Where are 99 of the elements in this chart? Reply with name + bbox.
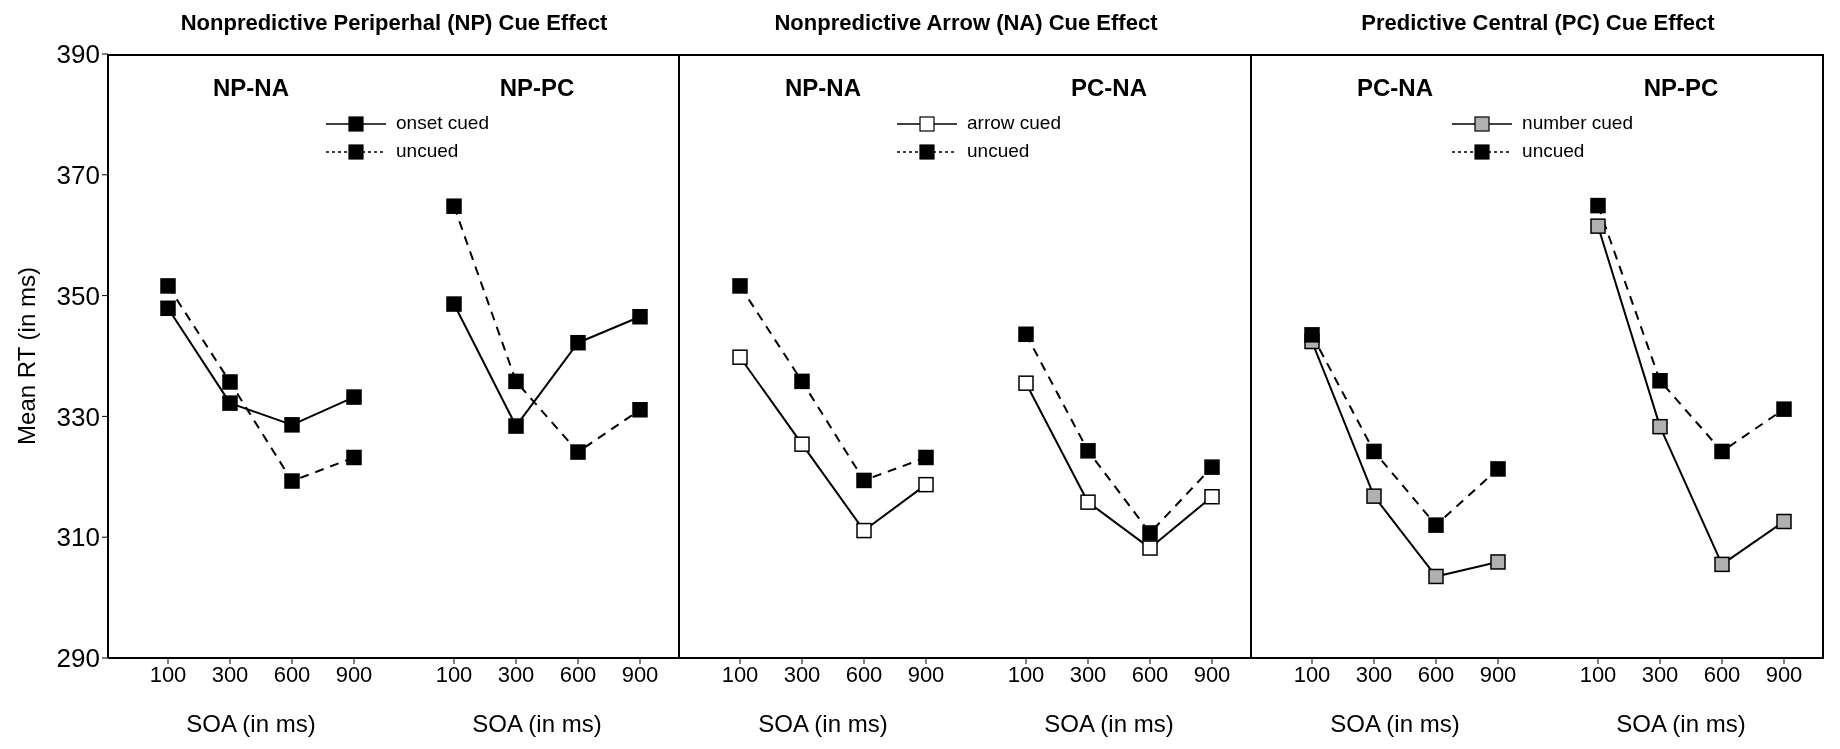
point: [346, 389, 362, 405]
point: [1080, 443, 1096, 459]
x-tick-label: 300: [1641, 661, 1679, 687]
point: [1018, 326, 1034, 343]
point: [222, 374, 238, 390]
x-tick-label: 900: [1193, 661, 1231, 687]
point: [1366, 488, 1382, 504]
point: [1080, 494, 1096, 510]
point: [1490, 554, 1506, 570]
x-tick-label: 300: [1355, 661, 1393, 687]
text: PC-NA: [1070, 74, 1148, 102]
text: NP-PC: [498, 74, 576, 102]
x-tick-label: 100: [435, 661, 473, 687]
point: [856, 472, 872, 489]
y-tick-label: 310: [56, 522, 100, 553]
text: NP-NA: [784, 74, 862, 102]
point: [1490, 461, 1506, 477]
chart-title: Predictive Central (PC) Cue Effect: [1360, 9, 1716, 37]
point: [1652, 373, 1668, 389]
point: [632, 402, 648, 418]
point: [284, 473, 300, 489]
x-axis-title: SOA (in ms): [1330, 710, 1460, 737]
x-tick-label: 100: [1579, 661, 1617, 687]
x-tick-label: 600: [1131, 661, 1169, 687]
point: [1590, 218, 1606, 234]
point: [1204, 488, 1220, 505]
x-tick-label: 600: [845, 661, 883, 687]
point: [1776, 401, 1792, 417]
point: [1204, 459, 1220, 475]
x-tick-label: 900: [621, 661, 659, 687]
x-tick-label: 300: [1069, 661, 1107, 687]
point: [732, 278, 748, 294]
legend-label: uncued: [1522, 140, 1585, 161]
x-tick-label: 100: [1293, 661, 1331, 687]
point: [570, 334, 586, 351]
y-tick-label: 390: [56, 39, 100, 70]
y-tick-label: 350: [56, 280, 100, 311]
x-tick-label: 600: [559, 661, 597, 687]
x-tick-label: 100: [149, 661, 187, 687]
point: [794, 373, 810, 390]
x-tick-label: 900: [907, 661, 945, 687]
y-axis-title: Mean RT (in ms): [12, 267, 40, 445]
point: [1304, 327, 1320, 343]
y-tick-label: 330: [56, 401, 100, 432]
point: [284, 417, 300, 433]
legend-label: uncued: [967, 140, 1030, 161]
x-tick-label: 300: [211, 661, 249, 687]
x-axis-title: SOA (in ms): [472, 710, 602, 737]
y-tick-label: 290: [56, 643, 100, 674]
point: [632, 308, 648, 325]
point: [1428, 568, 1444, 585]
text: PC-NA: [1356, 74, 1434, 102]
point: [856, 522, 872, 539]
x-tick-label: 100: [721, 661, 759, 687]
point: [1652, 418, 1668, 435]
point: [794, 436, 810, 452]
point: [508, 418, 524, 434]
x-tick-label: 100: [1007, 661, 1045, 687]
point: [160, 300, 176, 317]
x-axis-title: SOA (in ms): [1044, 710, 1174, 737]
point: [160, 278, 176, 294]
point: [1142, 525, 1158, 541]
point: [1776, 513, 1792, 530]
point: [1142, 540, 1158, 556]
legend-label: uncued: [396, 140, 459, 161]
legend-label: number cued: [1522, 112, 1633, 133]
point: [1428, 517, 1444, 533]
point: [918, 449, 934, 466]
legend-label: arrow cued: [967, 112, 1061, 133]
point: [1018, 375, 1034, 391]
legend-label: onset cued: [396, 112, 489, 133]
x-axis-title: SOA (in ms): [186, 710, 316, 737]
chart-title: Nonpredictive Periperhal (NP) Cue Effect: [179, 9, 609, 37]
point: [346, 449, 362, 466]
x-tick-label: 300: [497, 661, 535, 687]
point: [508, 373, 524, 390]
x-tick-label: 600: [273, 661, 311, 687]
point: [1714, 556, 1730, 573]
y-tick-label: 370: [56, 160, 100, 191]
x-tick-label: 900: [1765, 661, 1803, 687]
text: NP-PC: [1642, 74, 1720, 102]
point: [570, 444, 586, 460]
x-tick-label: 600: [1417, 661, 1455, 687]
x-tick-label: 600: [1703, 661, 1741, 687]
point: [1714, 443, 1730, 460]
text: NP-NA: [212, 74, 290, 102]
point: [1366, 443, 1382, 460]
x-tick-label: 300: [783, 661, 821, 687]
x-axis-title: SOA (in ms): [758, 710, 888, 737]
x-tick-label: 900: [335, 661, 373, 687]
x-axis-title: SOA (in ms): [1616, 710, 1746, 737]
point: [732, 349, 748, 365]
point: [446, 198, 462, 214]
chart-title: Nonpredictive Arrow (NA) Cue Effect: [773, 9, 1159, 37]
point: [918, 476, 934, 493]
point: [222, 395, 238, 411]
point: [1590, 197, 1606, 214]
point: [446, 296, 462, 312]
x-tick-label: 900: [1479, 661, 1517, 687]
